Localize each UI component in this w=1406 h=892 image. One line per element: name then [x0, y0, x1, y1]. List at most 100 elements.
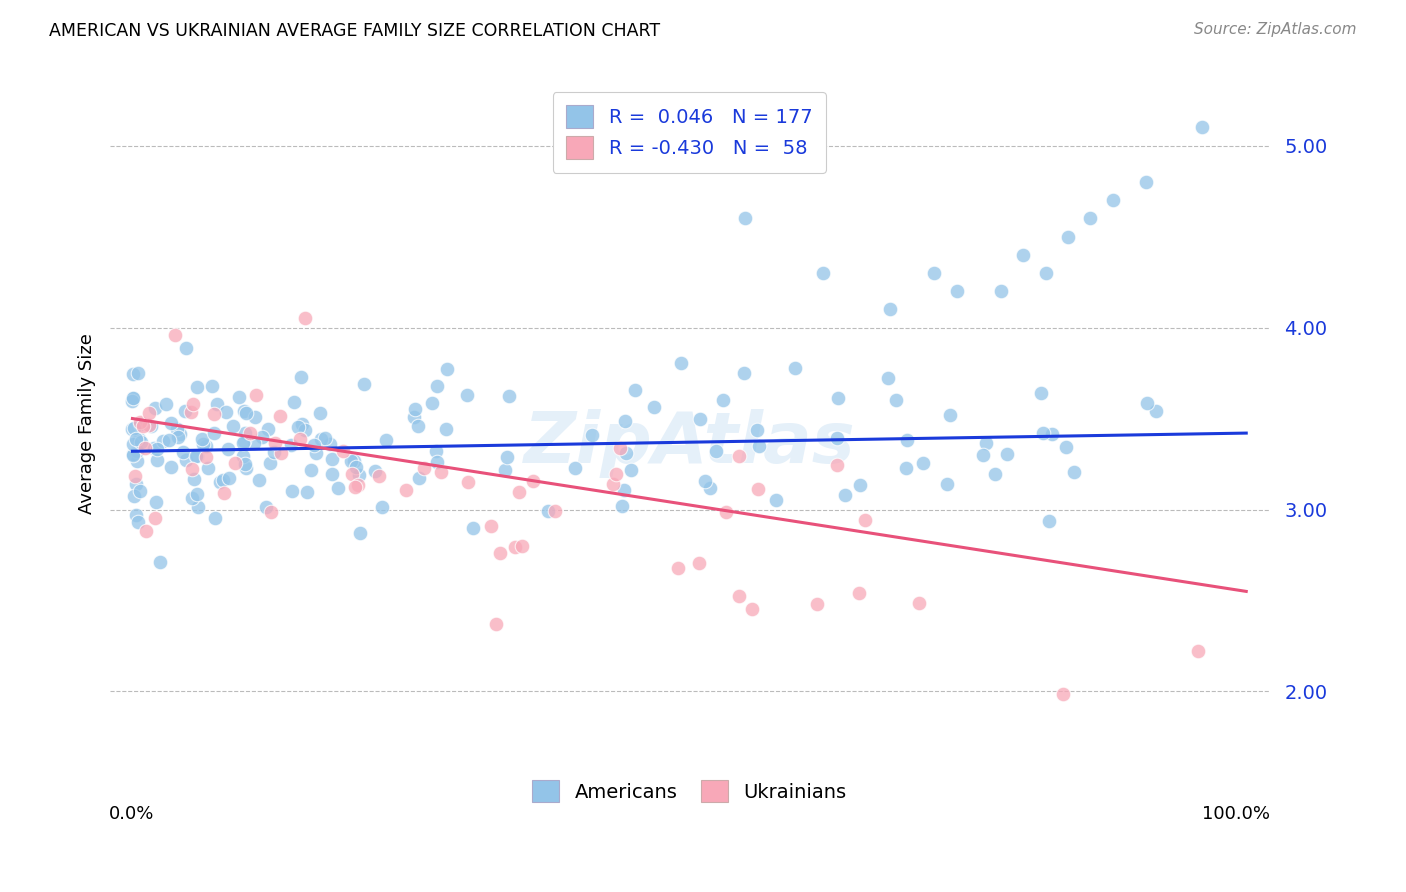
Point [1144, 403, 1167, 417]
Point [613, 483, 636, 498]
Point [186, 379, 208, 393]
Point [121, 394, 143, 409]
Point [194, 439, 217, 453]
Point [1052, 687, 1074, 701]
Point [269, 409, 291, 423]
Point [242, 436, 264, 450]
Point [849, 477, 872, 491]
Point [122, 436, 145, 450]
Point [581, 428, 603, 442]
Point [235, 461, 257, 475]
Point [404, 402, 426, 417]
Point [436, 362, 458, 376]
Point [321, 451, 343, 466]
Point [748, 439, 770, 453]
Point [972, 448, 994, 462]
Point [176, 341, 198, 355]
Point [434, 421, 457, 435]
Point [610, 500, 633, 514]
Point [602, 477, 624, 491]
Point [614, 445, 637, 459]
Legend: Americans, Ukrainians: Americans, Ukrainians [519, 766, 860, 816]
Point [733, 366, 755, 380]
Point [127, 444, 149, 458]
Point [426, 454, 449, 468]
Point [522, 475, 544, 489]
Point [309, 432, 332, 446]
Point [1187, 644, 1209, 658]
Point [294, 311, 316, 326]
Point [233, 425, 256, 440]
Point [1054, 440, 1077, 454]
Point [1191, 120, 1213, 135]
Point [426, 379, 449, 393]
Point [204, 511, 226, 525]
Point [132, 418, 155, 433]
Point [180, 405, 202, 419]
Point [143, 441, 166, 455]
Point [783, 361, 806, 376]
Point [494, 463, 516, 477]
Point [326, 481, 349, 495]
Point [1063, 465, 1085, 479]
Point [187, 500, 209, 514]
Point [186, 449, 208, 463]
Point [157, 433, 180, 447]
Point [704, 444, 727, 458]
Point [620, 463, 643, 477]
Point [254, 500, 277, 515]
Point [713, 392, 735, 407]
Point [884, 392, 907, 407]
Point [160, 416, 183, 430]
Point [291, 417, 314, 432]
Point [233, 458, 256, 472]
Point [186, 449, 208, 463]
Point [122, 489, 145, 503]
Point [191, 432, 214, 446]
Point [134, 441, 156, 455]
Point [1035, 266, 1057, 280]
Point [695, 474, 717, 488]
Point [218, 471, 240, 485]
Point [314, 431, 336, 445]
Point [181, 491, 204, 506]
Point [224, 456, 246, 470]
Point [699, 481, 721, 495]
Point [853, 513, 876, 527]
Point [232, 404, 254, 418]
Point [138, 417, 160, 432]
Point [1078, 211, 1101, 226]
Point [1040, 427, 1063, 442]
Point [745, 423, 768, 437]
Point [564, 461, 586, 475]
Point [297, 485, 319, 500]
Point [263, 436, 285, 450]
Point [945, 284, 967, 298]
Point [848, 585, 870, 599]
Point [181, 396, 204, 410]
Point [605, 467, 627, 482]
Point [294, 423, 316, 437]
Point [489, 546, 512, 560]
Point [510, 540, 533, 554]
Point [834, 488, 856, 502]
Point [894, 461, 917, 475]
Point [228, 390, 250, 404]
Point [544, 503, 567, 517]
Point [222, 419, 245, 434]
Point [201, 378, 224, 392]
Point [1032, 425, 1054, 440]
Point [1029, 385, 1052, 400]
Point [128, 417, 150, 432]
Point [498, 389, 520, 403]
Point [287, 420, 309, 434]
Point [406, 419, 429, 434]
Point [374, 434, 396, 448]
Point [614, 413, 637, 427]
Point [146, 453, 169, 467]
Point [122, 420, 145, 434]
Point [288, 432, 311, 446]
Point [508, 485, 530, 500]
Point [1135, 175, 1157, 189]
Text: AMERICAN VS UKRAINIAN AVERAGE FAMILY SIZE CORRELATION CHART: AMERICAN VS UKRAINIAN AVERAGE FAMILY SIZ… [49, 22, 661, 40]
